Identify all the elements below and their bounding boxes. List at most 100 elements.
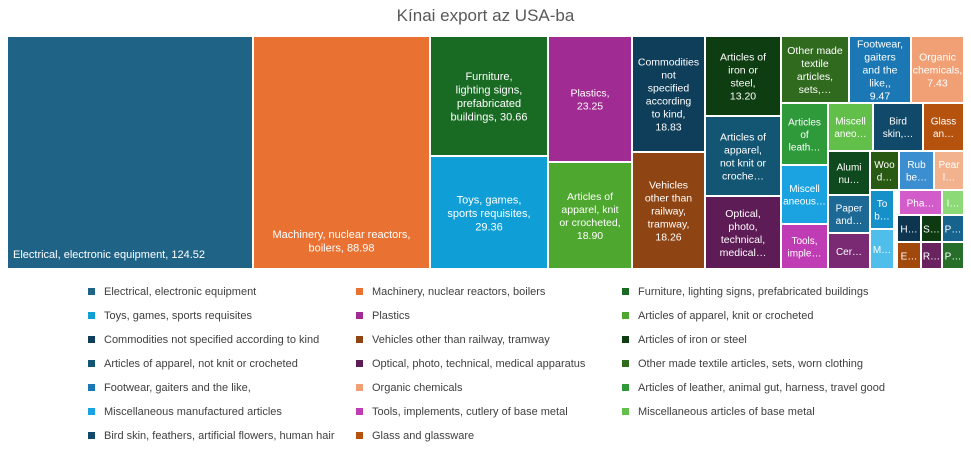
treemap-plot: Electrical, electronic equipment, 124.52… <box>8 37 963 268</box>
treemap-tile-toys-games-sports-requisites: Toys, games, sports requisites, 29.36 <box>431 157 547 268</box>
legend-label: Electrical, electronic equipment <box>104 285 257 298</box>
treemap-rect <box>898 243 920 268</box>
legend-label: Commodities not specified according to k… <box>104 333 320 346</box>
treemap-tile-commodities-not-specified-according-to-kind: Commodities not specified according to kind,… <box>633 37 704 151</box>
legend-label: Miscellaneous articles of base metal <box>638 405 815 418</box>
treemap-rect <box>706 37 780 115</box>
treemap-tile-label: S… <box>923 224 940 235</box>
treemap-tile-articles-of-apparel-not-knit-or-crocheted: Articles of apparel, not knit or croche… <box>706 117 780 195</box>
legend-swatch <box>356 360 363 367</box>
legend-label: Organic chemicals <box>372 381 463 394</box>
legend-swatch <box>356 432 363 439</box>
legend-entry-articles-of-leather-animal-gut-harness-travel-good: Articles of leather, animal gut, harness… <box>622 378 952 397</box>
treemap-rect <box>900 191 941 214</box>
legend-entry-articles-of-apparel-not-knit-or-crocheted: Articles of apparel, not knit or crochet… <box>88 354 356 373</box>
legend-entry-articles-of-apparel-knit-or-crocheted: Articles of apparel, knit or crocheted <box>622 306 952 325</box>
treemap-rect <box>850 37 910 102</box>
treemap-rect <box>633 153 704 268</box>
treemap-rect <box>898 216 920 241</box>
treemap-rect <box>782 225 827 268</box>
legend-swatch <box>88 312 95 319</box>
treemap-tile-label: Furniture, lighting signs, prefabricated bu… <box>450 71 527 124</box>
chart-legend: Electrical, electronic equipment Machiner… <box>88 282 968 445</box>
legend-label: Plastics <box>372 309 410 322</box>
treemap-tile-furniture-lighting-signs-prefabricated-buildings: Furniture, lighting signs, prefabricated bu… <box>431 37 547 155</box>
treemap-tile-bird-skin-feathers-artificial-flowers-human-hair: Bird skin,… <box>874 104 922 150</box>
legend-label: Toys, games, sports requisites <box>104 309 252 322</box>
legend-entry-optical-photo-technical-medical-apparatus: Optical, photo, technical, medical appar… <box>356 354 622 373</box>
treemap-tile-item-28: Pha… <box>900 191 941 214</box>
treemap-tile-label: E… <box>901 251 918 262</box>
treemap-tile-item-21: Paper and… <box>829 196 869 232</box>
treemap-tile-item-29: I… <box>943 191 963 214</box>
treemap-tile-item-23: Woo d… <box>871 152 898 189</box>
treemap-rect <box>431 157 547 268</box>
legend-entry-machinery-nuclear-reactors-boilers: Machinery, nuclear reactors, boilers <box>356 282 622 301</box>
treemap-tile-item-33: E… <box>898 243 920 268</box>
legend-label: Machinery, nuclear reactors, boilers <box>372 285 546 298</box>
treemap-tile-item-31: S… <box>922 216 941 241</box>
treemap-rect <box>8 37 252 268</box>
legend-label: Articles of apparel, not knit or crochet… <box>104 357 298 370</box>
legend-swatch <box>356 312 363 319</box>
legend-entry-miscellaneous-articles-of-base-metal: Miscellaneous articles of base metal <box>622 402 952 421</box>
legend-swatch <box>622 336 629 343</box>
legend-entry-organic-chemicals: Organic chemicals <box>356 378 622 397</box>
legend-swatch <box>88 336 95 343</box>
legend-entry-toys-games-sports-requisites: Toys, games, sports requisites <box>88 306 356 325</box>
treemap-rect <box>549 163 631 268</box>
treemap-rect <box>782 166 827 223</box>
legend-entry-vehicles-other-than-railway-tramway: Vehicles other than railway, tramway <box>356 330 622 349</box>
legend-entry-plastics: Plastics <box>356 306 622 325</box>
legend-label: Vehicles other than railway, tramway <box>372 333 550 346</box>
legend-entry-electrical-electronic-equipment: Electrical, electronic equipment <box>88 282 356 301</box>
treemap-tile-label: Articles of apparel, not knit or croche… <box>720 132 767 183</box>
treemap-tile-vehicles-other-than-railway-tramway: Vehicles other than railway, tramway, 18.26 <box>633 153 704 268</box>
treemap-rect <box>871 230 893 268</box>
legend-entry-miscellaneous-manufactured-articles: Miscellaneous manufactured articles <box>88 402 356 421</box>
treemap-tile-articles-of-leather-animal-gut-harness-travel-good: Articles of leath… <box>782 104 827 164</box>
treemap-tile-miscellaneous-manufactured-articles: Miscell aneous… <box>782 166 827 223</box>
treemap-rect <box>943 216 963 241</box>
treemap-tile-item-32: P… <box>943 216 963 241</box>
legend-swatch <box>356 384 363 391</box>
legend-label: Tools, implements, cutlery of base metal <box>372 405 568 418</box>
legend-swatch <box>622 384 629 391</box>
treemap-tile-label: R… <box>923 251 940 262</box>
legend-swatch <box>356 408 363 415</box>
treemap-tile-label: Glass an… <box>931 117 957 141</box>
treemap-tile-label: Optical, photo, technical, medical… <box>720 208 767 259</box>
legend-entry-other-made-textile-articles-sets-worn-clothing: Other made textile articles, sets, worn … <box>622 354 952 373</box>
treemap-tile-other-made-textile-articles-sets-worn-clothing: Other made textile articles, sets,… <box>782 37 848 102</box>
treemap-tile-miscellaneous-articles-of-base-metal: Miscell aneo… <box>829 104 872 150</box>
treemap-tile-label: M… <box>873 245 891 256</box>
treemap-tile-label: To b… <box>874 199 890 223</box>
treemap-rect <box>829 104 872 150</box>
treemap-tile-label: Toys, games, sports requisites, 29.36 <box>447 194 530 233</box>
treemap-tile-articles-of-iron-or-steel: Articles of iron or steel, 13.20 <box>706 37 780 115</box>
treemap-tile-label: P… <box>945 224 962 235</box>
treemap-tile-item-26: Rub be… <box>900 152 933 189</box>
treemap-tile-label: Miscell aneo… <box>834 117 866 141</box>
legend-entry-furniture-lighting-signs-prefabricated-buildings: Furniture, lighting signs, prefabricated… <box>622 282 952 301</box>
treemap-rect <box>706 197 780 268</box>
treemap-tile-label: Pha… <box>907 198 935 209</box>
treemap-rect <box>829 152 869 194</box>
treemap-tile-label: Bird skin,… <box>883 117 914 141</box>
treemap-rect <box>549 37 631 161</box>
legend-swatch <box>622 288 629 295</box>
treemap-tile-label: P… <box>945 251 962 262</box>
legend-swatch <box>622 360 629 367</box>
treemap-tile-label: Articles of apparel, knit or crocheted, 18.… <box>559 191 620 242</box>
treemap-rect <box>829 234 869 268</box>
legend-entry-articles-of-iron-or-steel: Articles of iron or steel <box>622 330 952 349</box>
treemap-tile-item-22: Cer… <box>829 234 869 268</box>
treemap-tile-label: Miscell aneous… <box>783 184 826 208</box>
treemap-tile-organic-chemicals: Organic chemicals, 7.43 <box>912 37 963 102</box>
treemap-tile-item-34: R… <box>922 243 941 268</box>
treemap-rect <box>871 191 893 228</box>
treemap-rect <box>782 104 827 164</box>
treemap-rect <box>943 191 963 214</box>
legend-entry-commodities-not-specified-according-to-kind: Commodities not specified according to k… <box>88 330 356 349</box>
legend-swatch <box>88 360 95 367</box>
